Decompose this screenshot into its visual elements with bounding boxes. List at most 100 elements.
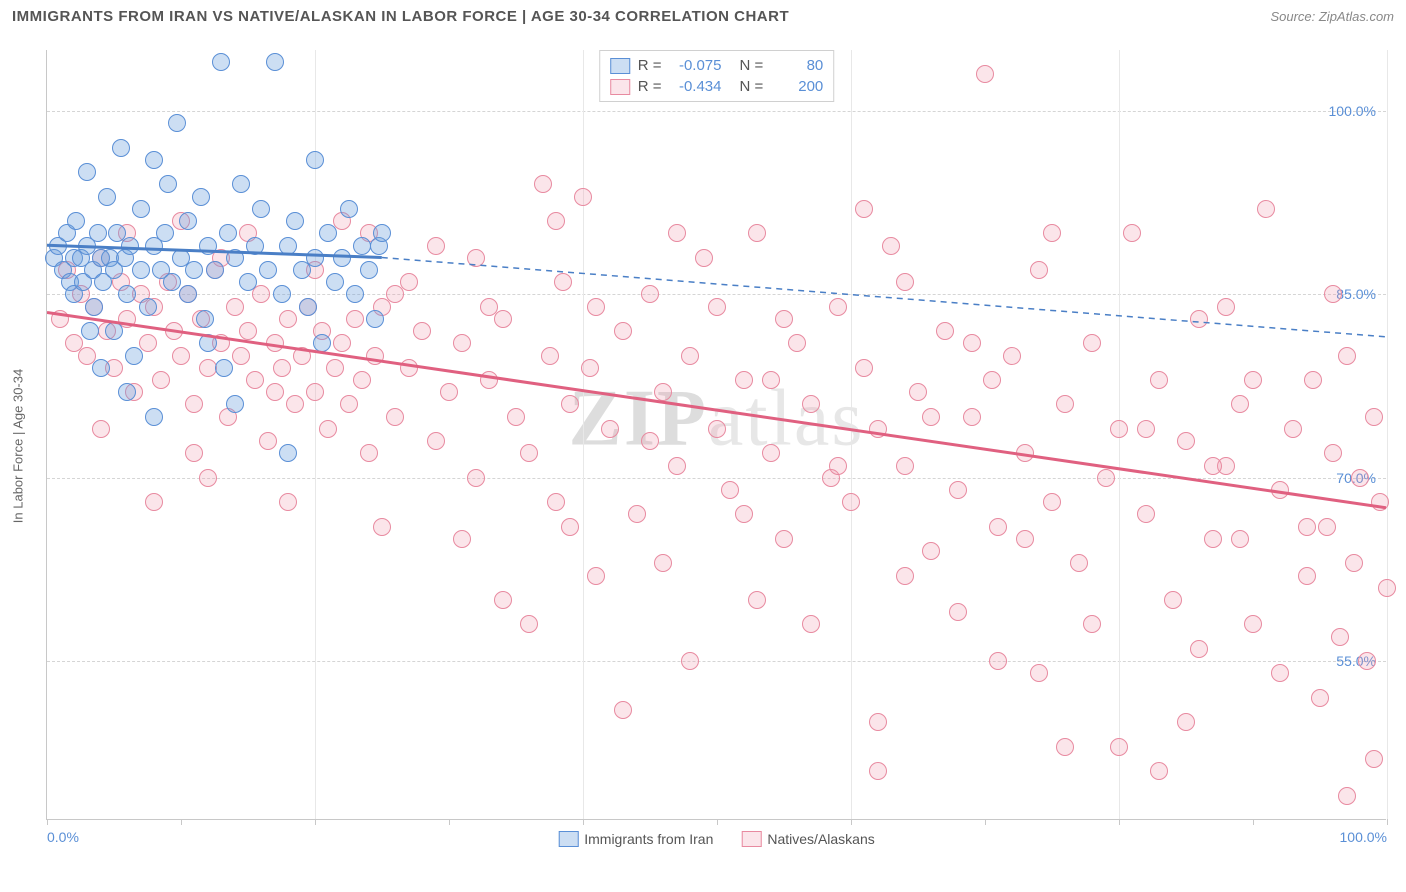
- scatter-point: [869, 713, 887, 731]
- scatter-point: [286, 212, 304, 230]
- scatter-point: [279, 310, 297, 328]
- scatter-point: [989, 518, 1007, 536]
- scatter-point: [386, 285, 404, 303]
- scatter-point: [346, 285, 364, 303]
- scatter-point: [212, 53, 230, 71]
- scatter-point: [480, 298, 498, 316]
- scatter-point: [440, 383, 458, 401]
- scatter-point: [85, 298, 103, 316]
- watermark-bold: ZIP: [569, 375, 708, 463]
- scatter-point: [494, 310, 512, 328]
- scatter-point: [319, 224, 337, 242]
- scatter-point: [534, 175, 552, 193]
- scatter-point: [1298, 518, 1316, 536]
- scatter-point: [165, 322, 183, 340]
- scatter-point: [145, 493, 163, 511]
- scatter-point: [199, 469, 217, 487]
- scatter-point: [1097, 469, 1115, 487]
- scatter-point: [159, 175, 177, 193]
- scatter-point: [1164, 591, 1182, 609]
- legend-item-native: Natives/Alaskans: [741, 831, 874, 847]
- scatter-point: [520, 615, 538, 633]
- scatter-point: [554, 273, 572, 291]
- scatter-point: [788, 334, 806, 352]
- series-legend: Immigrants from Iran Natives/Alaskans: [558, 831, 875, 847]
- scatter-point: [721, 481, 739, 499]
- scatter-point: [802, 395, 820, 413]
- n-label: N =: [740, 57, 764, 74]
- scatter-point: [333, 249, 351, 267]
- scatter-point: [654, 383, 672, 401]
- scatter-point: [1271, 481, 1289, 499]
- scatter-point: [89, 224, 107, 242]
- scatter-point: [1043, 224, 1061, 242]
- scatter-point: [1298, 567, 1316, 585]
- scatter-point: [1351, 469, 1369, 487]
- scatter-point: [360, 261, 378, 279]
- swatch-pink-icon: [741, 831, 761, 847]
- scatter-point: [1177, 713, 1195, 731]
- scatter-point: [762, 444, 780, 462]
- scatter-point: [949, 603, 967, 621]
- scatter-point: [855, 359, 873, 377]
- scatter-point: [306, 383, 324, 401]
- scatter-point: [1378, 579, 1396, 597]
- scatter-point: [547, 212, 565, 230]
- scatter-point: [748, 591, 766, 609]
- scatter-point: [467, 469, 485, 487]
- scatter-point: [654, 554, 672, 572]
- scatter-point: [179, 285, 197, 303]
- scatter-point: [340, 395, 358, 413]
- trendline-extension: [382, 258, 1386, 337]
- scatter-point: [869, 762, 887, 780]
- scatter-point: [561, 395, 579, 413]
- scatter-point: [333, 334, 351, 352]
- scatter-point: [98, 188, 116, 206]
- gridline-h: [47, 294, 1386, 295]
- scatter-point: [226, 395, 244, 413]
- scatter-point: [829, 457, 847, 475]
- legend-label-iran: Immigrants from Iran: [584, 831, 713, 847]
- scatter-point: [279, 493, 297, 511]
- scatter-point: [983, 371, 1001, 389]
- scatter-point: [199, 334, 217, 352]
- scatter-point: [1244, 371, 1262, 389]
- scatter-point: [366, 310, 384, 328]
- scatter-point: [1257, 200, 1275, 218]
- scatter-point: [601, 420, 619, 438]
- scatter-point: [1345, 554, 1363, 572]
- scatter-point: [1030, 664, 1048, 682]
- scatter-point: [708, 420, 726, 438]
- scatter-point: [1056, 395, 1074, 413]
- scatter-point: [1338, 347, 1356, 365]
- scatter-point: [1056, 738, 1074, 756]
- scatter-point: [273, 359, 291, 377]
- scatter-point: [1070, 554, 1088, 572]
- xtick: [1387, 819, 1388, 825]
- legend-item-iran: Immigrants from Iran: [558, 831, 713, 847]
- scatter-point: [51, 310, 69, 328]
- scatter-point: [118, 383, 136, 401]
- scatter-point: [762, 371, 780, 389]
- scatter-point: [179, 212, 197, 230]
- scatter-point: [708, 298, 726, 316]
- scatter-point: [273, 285, 291, 303]
- scatter-point: [246, 371, 264, 389]
- chart-source: Source: ZipAtlas.com: [1270, 9, 1394, 24]
- scatter-point: [581, 359, 599, 377]
- scatter-point: [628, 505, 646, 523]
- scatter-point: [829, 298, 847, 316]
- r-value-iran: -0.075: [670, 57, 722, 74]
- legend-label-native: Natives/Alaskans: [767, 831, 874, 847]
- scatter-point: [1110, 738, 1128, 756]
- scatter-point: [139, 298, 157, 316]
- y-axis-label: In Labor Force | Age 30-34: [11, 369, 26, 523]
- scatter-point: [346, 310, 364, 328]
- scatter-point: [92, 420, 110, 438]
- r-label: R =: [638, 57, 662, 74]
- scatter-point: [641, 432, 659, 450]
- scatter-point: [641, 285, 659, 303]
- scatter-point: [299, 298, 317, 316]
- scatter-point: [366, 347, 384, 365]
- scatter-point: [896, 273, 914, 291]
